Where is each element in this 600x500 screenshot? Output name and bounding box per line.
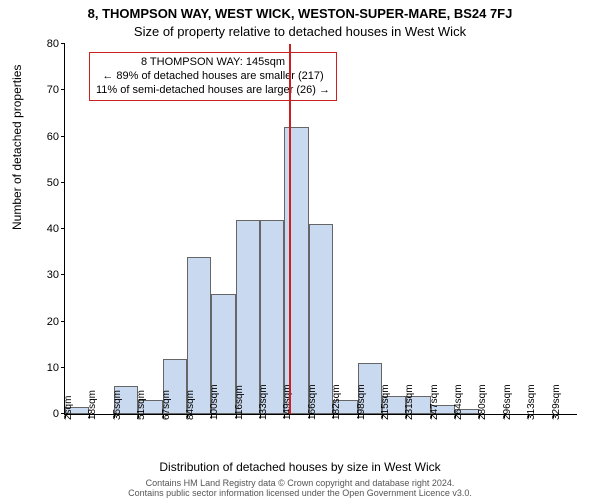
x-tick-label: 35sqm	[112, 390, 123, 420]
y-tick-mark	[61, 228, 65, 229]
y-tick-label: 20	[47, 316, 65, 328]
y-tick-label: 10	[47, 362, 65, 374]
x-tick-label: 116sqm	[234, 385, 245, 420]
x-tick-label: 100sqm	[209, 384, 220, 420]
x-tick-label: 51sqm	[136, 390, 147, 420]
x-tick-label: 231sqm	[404, 384, 415, 420]
x-tick-label: 67sqm	[161, 390, 172, 420]
y-tick-mark	[61, 367, 65, 368]
y-tick-label: 70	[47, 84, 65, 96]
x-tick-label: 280sqm	[477, 384, 488, 420]
annotation-line-1: 8 THOMPSON WAY: 145sqm	[96, 56, 330, 70]
y-tick-mark	[61, 182, 65, 183]
y-tick-mark	[61, 43, 65, 44]
y-tick-mark	[61, 89, 65, 90]
chart-container: 8, THOMPSON WAY, WEST WICK, WESTON-SUPER…	[0, 0, 600, 500]
y-tick-label: 80	[47, 38, 65, 50]
y-tick-mark	[61, 136, 65, 137]
x-tick-label: 329sqm	[551, 384, 562, 420]
x-tick-label: 264sqm	[453, 384, 464, 420]
x-tick-label: 18sqm	[87, 390, 98, 420]
y-tick-label: 50	[47, 177, 65, 189]
y-tick-label: 40	[47, 223, 65, 235]
x-tick-label: 247sqm	[429, 384, 440, 420]
y-axis-label: Number of detached properties	[10, 65, 24, 230]
x-tick-label: 182sqm	[331, 384, 342, 420]
y-tick-mark	[61, 321, 65, 322]
x-tick-label: 215sqm	[380, 384, 391, 420]
y-tick-label: 30	[47, 269, 65, 281]
x-tick-label: 166sqm	[307, 384, 318, 420]
annotation-box: 8 THOMPSON WAY: 145sqm ← 89% of detached…	[89, 52, 337, 101]
x-tick-label: 84sqm	[185, 390, 196, 420]
footer-line-1: Contains HM Land Registry data © Crown c…	[146, 478, 455, 488]
y-tick-label: 60	[47, 131, 65, 143]
x-axis-label: Distribution of detached houses by size …	[0, 460, 600, 474]
x-tick-label: 198sqm	[356, 384, 367, 420]
x-tick-label: 296sqm	[502, 384, 513, 420]
annotation-line-2: ← 89% of detached houses are smaller (21…	[96, 70, 330, 84]
y-tick-mark	[61, 274, 65, 275]
reference-line	[289, 44, 291, 414]
annotation-line-3: 11% of semi-detached houses are larger (…	[96, 84, 330, 98]
title-sub: Size of property relative to detached ho…	[0, 24, 600, 39]
x-tick-label: 133sqm	[258, 384, 269, 420]
x-tick-label: 2sqm	[63, 396, 74, 420]
title-main: 8, THOMPSON WAY, WEST WICK, WESTON-SUPER…	[0, 6, 600, 21]
x-tick-label: 313sqm	[526, 384, 537, 420]
plot-area: 8 THOMPSON WAY: 145sqm ← 89% of detached…	[64, 44, 577, 415]
footer-attribution: Contains HM Land Registry data © Crown c…	[0, 478, 600, 499]
footer-line-2: Contains public sector information licen…	[128, 488, 472, 498]
